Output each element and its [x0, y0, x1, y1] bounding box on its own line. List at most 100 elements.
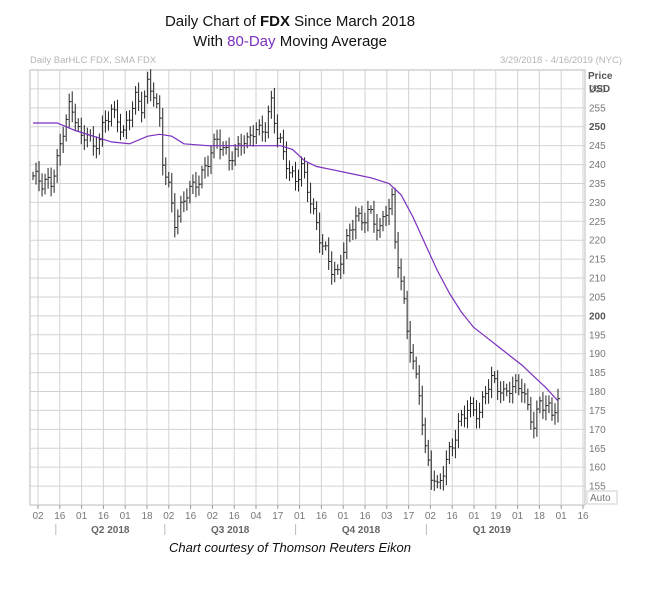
- price-bar: [385, 205, 389, 227]
- price-bar: [527, 388, 531, 411]
- price-bar: [415, 356, 419, 379]
- price-bar: [153, 82, 156, 107]
- price-bar: [521, 378, 524, 403]
- price-bar: [83, 125, 87, 151]
- price-bar: [470, 396, 473, 418]
- price-bar: [430, 450, 434, 490]
- price-bar: [394, 187, 398, 249]
- price-bar: [38, 161, 42, 192]
- price-bar: [183, 191, 187, 213]
- subtitle-accent: 80-Day: [227, 33, 276, 50]
- price-bar: [225, 140, 229, 155]
- price-bar: [295, 161, 298, 191]
- y-axis: 155 160 165 170 175 180 185 190 195 200 205 210 215 2…: [586, 71, 618, 505]
- x-tick-label: 17: [272, 511, 284, 522]
- price-bar: [279, 133, 283, 144]
- price-bar: [276, 114, 280, 148]
- price-bar: [135, 86, 138, 115]
- x-tick-label: 01: [76, 511, 88, 522]
- price-bar: [500, 381, 503, 404]
- y-tick-label: 155: [589, 482, 606, 493]
- price-bar: [334, 261, 337, 283]
- price-bar: [95, 136, 99, 159]
- price-bar: [454, 429, 458, 459]
- x-tick-label: 18: [534, 511, 546, 522]
- price-bar: [343, 242, 346, 275]
- price-bar: [147, 71, 150, 104]
- price-bar: [150, 69, 153, 102]
- y-tick-label: 185: [589, 368, 606, 379]
- price-bar: [451, 438, 455, 457]
- price-bar: [506, 383, 509, 397]
- price-bar: [162, 107, 165, 176]
- y-tick-label: 180: [589, 387, 606, 398]
- x-tick-label: 02: [163, 511, 175, 522]
- x-tick-label: 16: [316, 511, 328, 522]
- y-axis-price-label: Price: [588, 71, 613, 82]
- price-bar: [126, 111, 129, 140]
- price-bar: [346, 228, 349, 260]
- price-bar: [156, 93, 159, 109]
- y-tick-label: 175: [589, 406, 606, 417]
- price-bar: [479, 402, 482, 429]
- chart-grid: [29, 69, 586, 506]
- price-bar: [189, 180, 193, 204]
- price-bar: [403, 276, 407, 304]
- x-tick-label: 04: [250, 511, 262, 522]
- title-ticker: FDX: [259, 13, 290, 30]
- title-suffix: Since March 2018: [289, 13, 416, 30]
- subtitle-prefix: With: [193, 33, 228, 50]
- price-bar: [367, 200, 371, 232]
- x-tick-label: 02: [207, 511, 219, 522]
- price-bar: [515, 374, 518, 394]
- price-bar: [219, 129, 223, 160]
- x-tick-label: 01: [512, 511, 524, 522]
- price-bar: [530, 396, 534, 430]
- price-bar: [533, 411, 537, 439]
- price-bar: [237, 135, 241, 158]
- price-bar: [301, 156, 304, 187]
- price-bar: [222, 141, 226, 156]
- price-bar: [59, 133, 63, 166]
- price-bar: [195, 171, 199, 198]
- chart-credit: Chart courtesy of Thomson Reuters Eikon: [168, 540, 412, 555]
- price-bar: [391, 188, 395, 216]
- price-bar: [204, 157, 208, 179]
- y-axis-currency-label: USD: [589, 84, 610, 95]
- price-bar: [548, 395, 552, 414]
- x-tick-label: 01: [294, 511, 306, 522]
- price-bar: [328, 237, 331, 270]
- x-tick-label: 16: [54, 511, 66, 522]
- price-bar: [551, 397, 555, 421]
- price-bar: [291, 166, 295, 178]
- x-tick-label: 16: [577, 511, 589, 522]
- price-bar: [427, 439, 431, 466]
- price-bar: [442, 466, 446, 491]
- price-bar: [310, 182, 313, 214]
- price-bar: [406, 290, 410, 340]
- price-bar: [65, 114, 69, 142]
- price-bar: [249, 126, 253, 146]
- price-bar: [171, 172, 174, 213]
- price-bar: [110, 104, 114, 127]
- price-bar: [98, 133, 102, 155]
- price-bar: [376, 213, 380, 241]
- price-bar: [120, 113, 123, 141]
- price-bar: [491, 366, 494, 399]
- price-bar: [174, 193, 178, 238]
- price-bar: [436, 475, 440, 489]
- price-bar: [252, 125, 256, 147]
- price-bar: [388, 198, 392, 226]
- price-bars: [32, 69, 561, 491]
- price-bar: [433, 470, 437, 491]
- chart-header-right: 3/29/2018 - 4/16/2019 (NYC): [500, 55, 622, 66]
- price-bar: [159, 95, 162, 127]
- price-bar: [494, 371, 497, 384]
- price-bar: [316, 201, 319, 231]
- price-bar: [352, 219, 356, 241]
- price-bar: [80, 117, 84, 145]
- x-tick-label: 19: [490, 511, 502, 522]
- price-bar: [361, 205, 365, 231]
- price-bar: [488, 379, 491, 404]
